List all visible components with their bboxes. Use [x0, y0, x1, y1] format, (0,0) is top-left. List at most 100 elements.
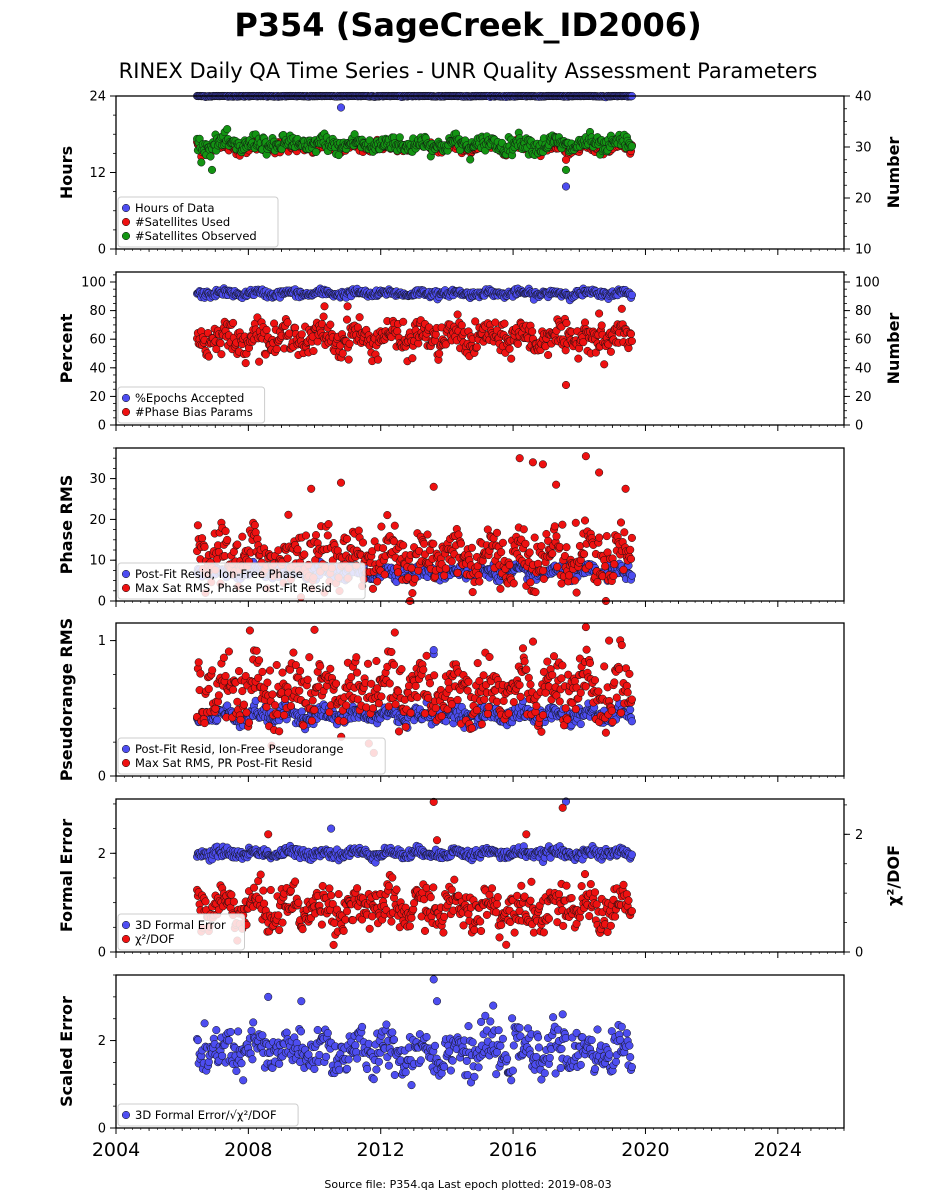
data-point: [397, 665, 406, 674]
data-point: [275, 727, 284, 736]
data-point: [491, 318, 500, 327]
data-point-outlier: [515, 454, 524, 463]
data-point: [437, 712, 446, 721]
data-point: [208, 666, 217, 675]
data-point-outlier: [307, 484, 316, 493]
data-point: [408, 354, 417, 363]
series-max-sat-rms-pr-post-fit-resid: [193, 623, 636, 757]
data-point: [301, 531, 311, 540]
legend-marker: [121, 231, 131, 241]
panel-points: [193, 284, 636, 390]
data-point: [600, 360, 609, 369]
data-point: [284, 510, 293, 519]
y-axis-label: Percent: [57, 313, 76, 383]
data-point: [423, 530, 432, 539]
data-point-outlier: [621, 484, 630, 493]
series--phase-bias-params: [193, 302, 636, 390]
data-point: [626, 705, 635, 714]
data-point: [419, 665, 428, 674]
data-point: [441, 564, 450, 573]
data-point: [196, 669, 205, 678]
data-point: [221, 527, 230, 536]
data-point: [221, 671, 230, 681]
data-point: [353, 668, 362, 677]
data-point: [408, 589, 417, 598]
legend-label: Max Sat RMS, Phase Post-Fit Resid: [135, 581, 332, 595]
data-point: [626, 545, 635, 554]
data-point: [200, 719, 209, 728]
data-point: [273, 710, 282, 719]
data-point: [295, 686, 304, 695]
data-point: [475, 577, 484, 586]
data-point: [389, 660, 399, 669]
data-point: [407, 564, 416, 573]
data-point: [497, 548, 506, 557]
data-point: [602, 532, 611, 541]
legend-marker: [121, 203, 131, 213]
data-point: [519, 525, 528, 534]
data-point: [307, 716, 316, 725]
data-point: [296, 666, 305, 676]
data-point: [627, 717, 636, 726]
data-point: [325, 708, 334, 717]
data-point: [384, 702, 393, 711]
data-point: [558, 520, 567, 529]
data-point: [616, 518, 626, 527]
data-point: [525, 548, 534, 557]
data-point: [242, 708, 251, 717]
data-point: [393, 327, 402, 336]
data-point: [548, 549, 557, 558]
data-point: [544, 350, 553, 360]
legend-label: #Phase Bias Params: [135, 405, 253, 419]
data-point: [354, 526, 363, 535]
data-point: [223, 125, 232, 134]
figure-title: P354 (SageCreek_ID2006): [234, 6, 701, 44]
data-point: [377, 692, 386, 701]
data-point-outlier: [595, 309, 604, 318]
y-right-tick-label: 40: [855, 361, 872, 376]
data-point: [299, 721, 308, 730]
data-point: [283, 318, 292, 327]
data-point: [244, 718, 254, 727]
data-point: [561, 346, 570, 355]
data-point: [627, 533, 636, 542]
data-point: [400, 695, 409, 704]
legend-label: Hours of Data: [135, 201, 215, 215]
data-point: [238, 532, 247, 541]
data-point: [619, 565, 628, 574]
data-point: [297, 330, 306, 339]
data-point: [431, 704, 440, 713]
data-point: [555, 542, 564, 551]
data-point: [399, 317, 408, 326]
data-point: [500, 319, 509, 328]
data-point: [293, 545, 302, 554]
data-point: [214, 691, 223, 700]
data-point: [252, 646, 261, 655]
y-right-tick-label: 20: [855, 192, 872, 207]
data-point-outlier: [336, 103, 346, 112]
data-point: [420, 539, 429, 548]
data-point: [422, 651, 431, 660]
legend-label: #Satellites Observed: [135, 229, 257, 243]
data-point: [552, 532, 561, 541]
data-point-outlier: [528, 458, 537, 467]
data-point: [319, 312, 328, 321]
data-point: [383, 511, 392, 520]
data-point: [424, 694, 433, 703]
y-axis-label: Hours: [57, 146, 76, 199]
data-point: [262, 325, 271, 334]
data-point: [239, 700, 249, 709]
data-point: [575, 541, 584, 551]
y-right-tick-label: 40: [855, 90, 872, 105]
data-point: [571, 518, 580, 527]
data-point: [193, 521, 202, 530]
data-point: [610, 560, 619, 569]
legend-label: #Satellites Used: [135, 215, 230, 229]
data-point: [268, 690, 277, 699]
data-point: [626, 554, 636, 563]
data-point: [326, 664, 335, 673]
